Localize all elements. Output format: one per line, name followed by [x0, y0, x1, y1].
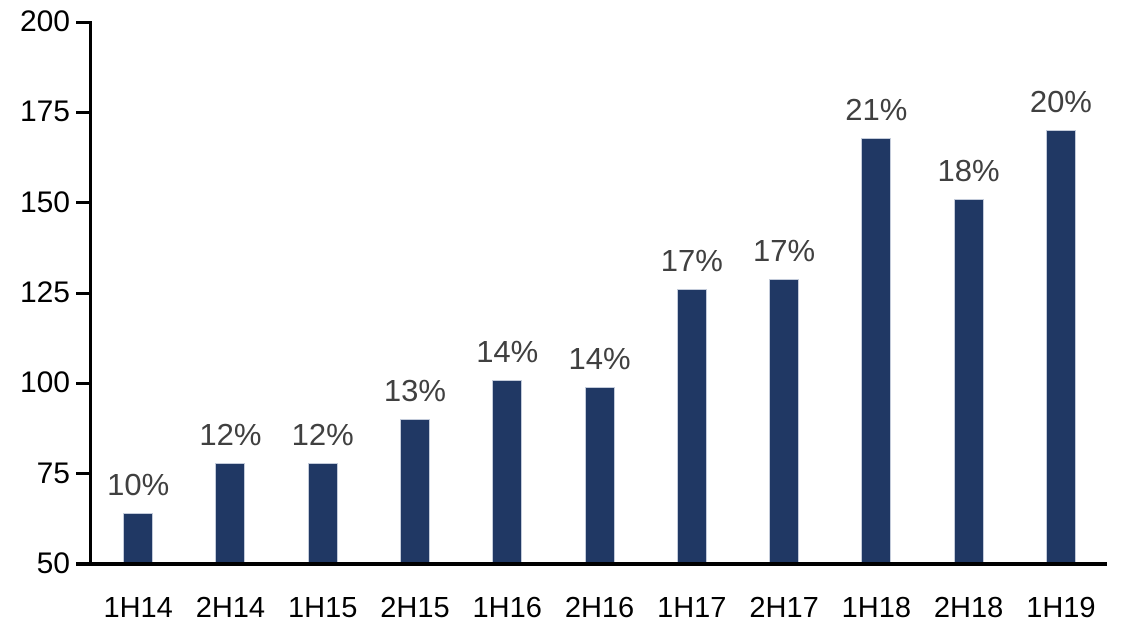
bar — [1045, 130, 1076, 562]
x-tick-label: 1H14 — [103, 592, 173, 624]
bar — [399, 419, 430, 562]
bar-value-label: 21% — [845, 91, 908, 127]
bar — [584, 386, 615, 562]
x-tick-label: 2H15 — [380, 592, 450, 624]
y-tick-label: 75 — [36, 456, 70, 490]
bar-value-label: 18% — [937, 153, 1000, 189]
y-tick-label: 125 — [19, 276, 70, 309]
bar-value-label: 10% — [107, 467, 170, 503]
y-tick-label: 175 — [19, 95, 70, 129]
bar — [307, 462, 338, 562]
bar — [492, 379, 523, 562]
x-tick-label: 1H16 — [472, 592, 542, 624]
x-tick-label: 2H17 — [749, 592, 819, 624]
bar-value-label: 12% — [199, 416, 262, 452]
bar — [215, 462, 246, 562]
bar-value-label: 17% — [753, 232, 816, 268]
y-tick-label: 150 — [19, 185, 70, 219]
y-tick-mark — [76, 381, 92, 385]
bar — [769, 278, 800, 562]
bar — [953, 199, 984, 562]
x-tick-label: 1H18 — [841, 592, 911, 624]
bar-value-label: 13% — [383, 373, 446, 409]
x-tick-label: 2H14 — [195, 592, 266, 624]
bar-value-label: 14% — [568, 340, 631, 376]
bar — [676, 289, 707, 562]
bar-value-label: 14% — [476, 333, 539, 369]
y-tick-mark — [76, 201, 92, 205]
bar-value-label: 17% — [660, 243, 723, 279]
x-tick-label: 2H16 — [564, 592, 635, 624]
x-tick-label: 2H18 — [933, 592, 1004, 624]
y-tick-label: 200 — [19, 5, 70, 38]
x-tick-label: 1H19 — [1026, 592, 1096, 624]
x-tick-label: 1H15 — [288, 592, 358, 624]
x-tick-label: 1H17 — [657, 592, 727, 624]
y-tick-mark — [76, 20, 92, 24]
y-tick-mark — [76, 291, 92, 295]
y-tick-mark — [76, 110, 92, 114]
x-axis-line — [76, 562, 1107, 566]
y-tick-mark — [76, 472, 92, 476]
y-tick-label: 50 — [36, 547, 70, 580]
bar — [123, 513, 154, 562]
y-tick-label: 100 — [19, 366, 70, 400]
bar — [861, 137, 892, 562]
bar-value-label: 12% — [291, 416, 354, 452]
bar-value-label: 20% — [1029, 84, 1092, 120]
